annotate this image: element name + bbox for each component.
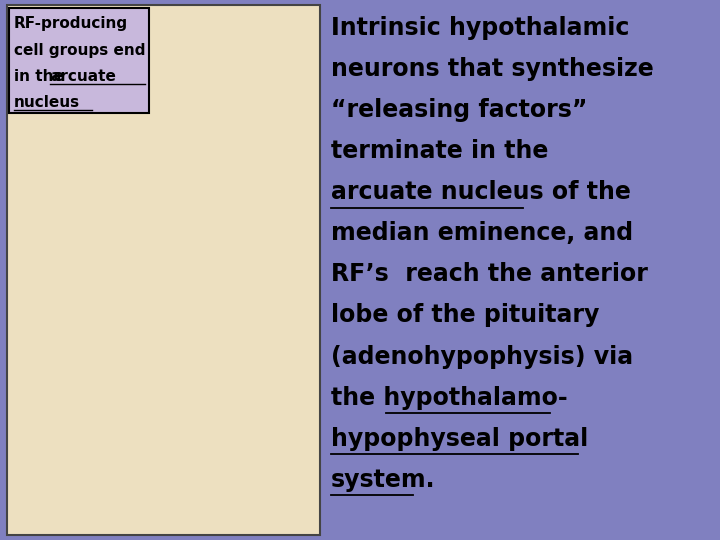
Text: nucleus: nucleus: [14, 96, 80, 110]
FancyBboxPatch shape: [9, 8, 149, 113]
Text: in the: in the: [14, 69, 69, 84]
Text: the hypothalamo-: the hypothalamo-: [331, 386, 568, 409]
Text: cell groups end: cell groups end: [14, 43, 145, 58]
Text: hypophyseal portal: hypophyseal portal: [331, 427, 588, 450]
Text: system.: system.: [331, 468, 436, 491]
Text: terminate in the: terminate in the: [331, 139, 549, 163]
Text: (adenohypophysis) via: (adenohypophysis) via: [331, 345, 634, 368]
Text: “releasing factors”: “releasing factors”: [331, 98, 588, 122]
Text: arcuate: arcuate: [50, 69, 116, 84]
Text: arcuate nucleus of the: arcuate nucleus of the: [331, 180, 631, 204]
Text: Intrinsic hypothalamic: Intrinsic hypothalamic: [331, 16, 629, 40]
Text: neurons that synthesize: neurons that synthesize: [331, 57, 654, 81]
Text: RF’s  reach the anterior: RF’s reach the anterior: [331, 262, 648, 286]
Text: lobe of the pituitary: lobe of the pituitary: [331, 303, 600, 327]
Text: RF-producing: RF-producing: [14, 16, 128, 31]
FancyBboxPatch shape: [7, 5, 320, 535]
Text: median eminence, and: median eminence, and: [331, 221, 634, 245]
